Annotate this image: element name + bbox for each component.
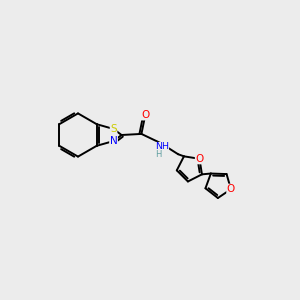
Text: S: S: [110, 124, 117, 134]
Text: N: N: [110, 136, 117, 146]
Text: O: O: [141, 110, 149, 120]
Text: O: O: [227, 184, 235, 194]
Text: O: O: [195, 154, 204, 164]
Text: NH: NH: [154, 142, 169, 152]
Text: H: H: [155, 150, 161, 159]
